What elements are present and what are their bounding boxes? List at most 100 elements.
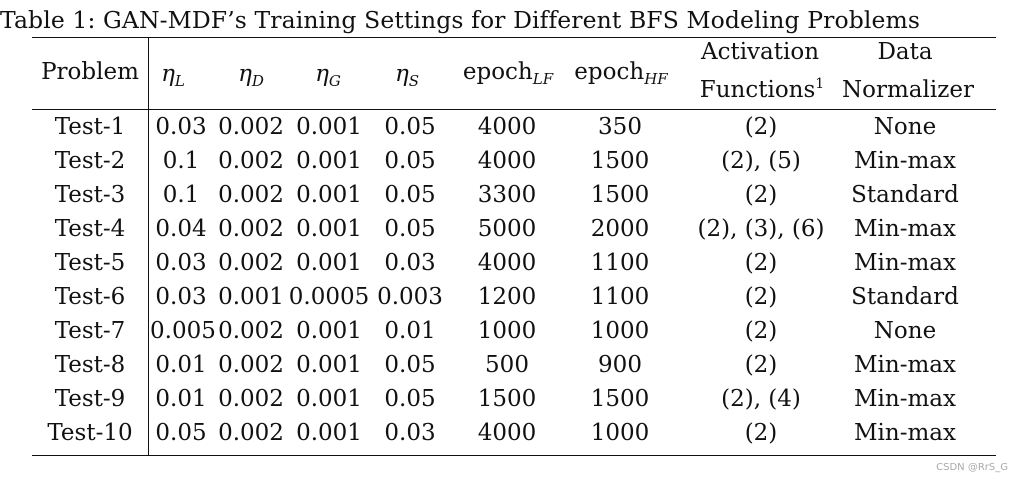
cell-normalizer: Min-max xyxy=(854,148,956,174)
cell-problem: Test-6 xyxy=(54,284,126,310)
cell-eta-l: 0.03 xyxy=(155,250,207,276)
eta-d-subscript: D xyxy=(251,72,264,90)
header-epoch-lf: epochLF xyxy=(446,58,570,88)
cell-eta-l: 0.1 xyxy=(162,182,200,208)
cell-eta-l: 0.03 xyxy=(155,284,207,310)
cell-epoch-lf: 4000 xyxy=(477,148,537,174)
cell-eta-l: 0.03 xyxy=(155,114,207,140)
cell-epoch-hf: 1500 xyxy=(590,148,650,174)
eta-l-symbol: η xyxy=(161,61,175,87)
cell-eta-g: 0.001 xyxy=(296,386,362,412)
header-activation-line1: Activation xyxy=(700,39,820,65)
cell-activation: (2) xyxy=(744,420,778,446)
cell-epoch-hf: 350 xyxy=(598,114,642,140)
header-eta-g: ηG xyxy=(307,60,349,90)
eta-g-subscript: G xyxy=(328,72,341,90)
cell-eta-l: 0.01 xyxy=(155,352,207,378)
cell-eta-d: 0.002 xyxy=(218,318,284,344)
activation-functions-label: Functions xyxy=(699,77,816,103)
cell-activation: (2) xyxy=(744,284,778,310)
cell-eta-g: 0.0005 xyxy=(288,284,370,310)
cell-eta-s: 0.05 xyxy=(384,352,436,378)
cell-epoch-lf: 500 xyxy=(485,352,529,378)
header-rule xyxy=(32,109,996,110)
cell-epoch-lf: 4000 xyxy=(477,114,537,140)
cell-eta-s: 0.01 xyxy=(384,318,436,344)
cell-problem: Test-4 xyxy=(54,216,126,242)
cell-normalizer: Min-max xyxy=(854,352,956,378)
cell-normalizer: Standard xyxy=(851,182,959,208)
cell-eta-s: 0.05 xyxy=(384,148,436,174)
watermark: CSDN @RrS_G xyxy=(936,462,1008,473)
cell-eta-d: 0.002 xyxy=(218,352,284,378)
cell-normalizer: Min-max xyxy=(854,216,956,242)
cell-eta-s: 0.05 xyxy=(384,182,436,208)
cell-epoch-hf: 1100 xyxy=(590,250,650,276)
header-eta-l: ηL xyxy=(152,60,194,90)
cell-epoch-hf: 1000 xyxy=(590,420,650,446)
cell-activation: (2) xyxy=(744,352,778,378)
cell-eta-d: 0.002 xyxy=(218,182,284,208)
cell-eta-s: 0.05 xyxy=(384,216,436,242)
cell-epoch-lf: 1000 xyxy=(477,318,537,344)
cell-activation: (2), (5) xyxy=(721,148,801,174)
cell-eta-l: 0.04 xyxy=(155,216,207,242)
cell-activation: (2), (3), (6) xyxy=(697,216,825,242)
cell-eta-s: 0.05 xyxy=(384,386,436,412)
cell-eta-d: 0.002 xyxy=(218,420,284,446)
cell-problem: Test-10 xyxy=(47,420,133,446)
cell-eta-d: 0.002 xyxy=(218,216,284,242)
epoch-lf-base: epoch xyxy=(462,59,533,85)
cell-epoch-hf: 1500 xyxy=(590,182,650,208)
cell-normalizer: None xyxy=(873,114,937,140)
cell-epoch-lf: 3300 xyxy=(477,182,537,208)
cell-eta-g: 0.001 xyxy=(296,216,362,242)
cell-eta-g: 0.001 xyxy=(296,420,362,446)
eta-s-symbol: η xyxy=(394,61,409,87)
cell-activation: (2) xyxy=(744,250,778,276)
footnote-marker: 1 xyxy=(815,76,825,92)
cell-eta-d: 0.002 xyxy=(218,114,284,140)
eta-l-subscript: L xyxy=(174,72,185,90)
cell-problem: Test-5 xyxy=(54,250,126,276)
epoch-hf-subscript: HF xyxy=(644,70,668,88)
cell-problem: Test-2 xyxy=(54,148,126,174)
bottom-rule xyxy=(32,455,996,456)
cell-eta-d: 0.001 xyxy=(218,284,284,310)
cell-eta-l: 0.05 xyxy=(155,420,207,446)
cell-activation: (2), (4) xyxy=(721,386,801,412)
cell-eta-g: 0.001 xyxy=(296,352,362,378)
cell-epoch-lf: 4000 xyxy=(477,250,537,276)
cell-problem: Test-7 xyxy=(54,318,126,344)
top-rule xyxy=(32,37,996,38)
column-divider xyxy=(148,37,149,455)
header-activation-line2: Functions1 xyxy=(682,76,842,107)
cell-eta-g: 0.001 xyxy=(296,250,362,276)
cell-eta-l: 0.1 xyxy=(162,148,200,174)
epoch-lf-subscript: LF xyxy=(532,70,554,88)
header-eta-s: ηS xyxy=(386,60,428,90)
cell-normalizer: Min-max xyxy=(854,250,956,276)
cell-normalizer: Min-max xyxy=(854,386,956,412)
cell-eta-s: 0.03 xyxy=(384,420,436,446)
cell-eta-s: 0.05 xyxy=(384,114,436,140)
cell-activation: (2) xyxy=(744,182,778,208)
cell-eta-s: 0.003 xyxy=(377,284,443,310)
cell-eta-g: 0.001 xyxy=(296,114,362,140)
cell-epoch-hf: 1000 xyxy=(590,318,650,344)
eta-d-symbol: η xyxy=(238,61,252,87)
cell-eta-l: 0.005 xyxy=(150,318,216,344)
cell-epoch-hf: 1500 xyxy=(590,386,650,412)
cell-problem: Test-1 xyxy=(54,114,126,140)
cell-epoch-lf: 5000 xyxy=(477,216,537,242)
header-normalizer-line1: Data xyxy=(877,39,933,65)
cell-problem: Test-9 xyxy=(54,386,126,412)
cell-normalizer: Standard xyxy=(851,284,959,310)
header-normalizer-line2: Normalizer xyxy=(842,77,974,103)
cell-problem: Test-3 xyxy=(54,182,126,208)
cell-eta-d: 0.002 xyxy=(218,386,284,412)
cell-epoch-hf: 900 xyxy=(598,352,642,378)
epoch-hf-base: epoch xyxy=(574,59,645,85)
cell-activation: (2) xyxy=(744,318,778,344)
cell-eta-s: 0.03 xyxy=(384,250,436,276)
